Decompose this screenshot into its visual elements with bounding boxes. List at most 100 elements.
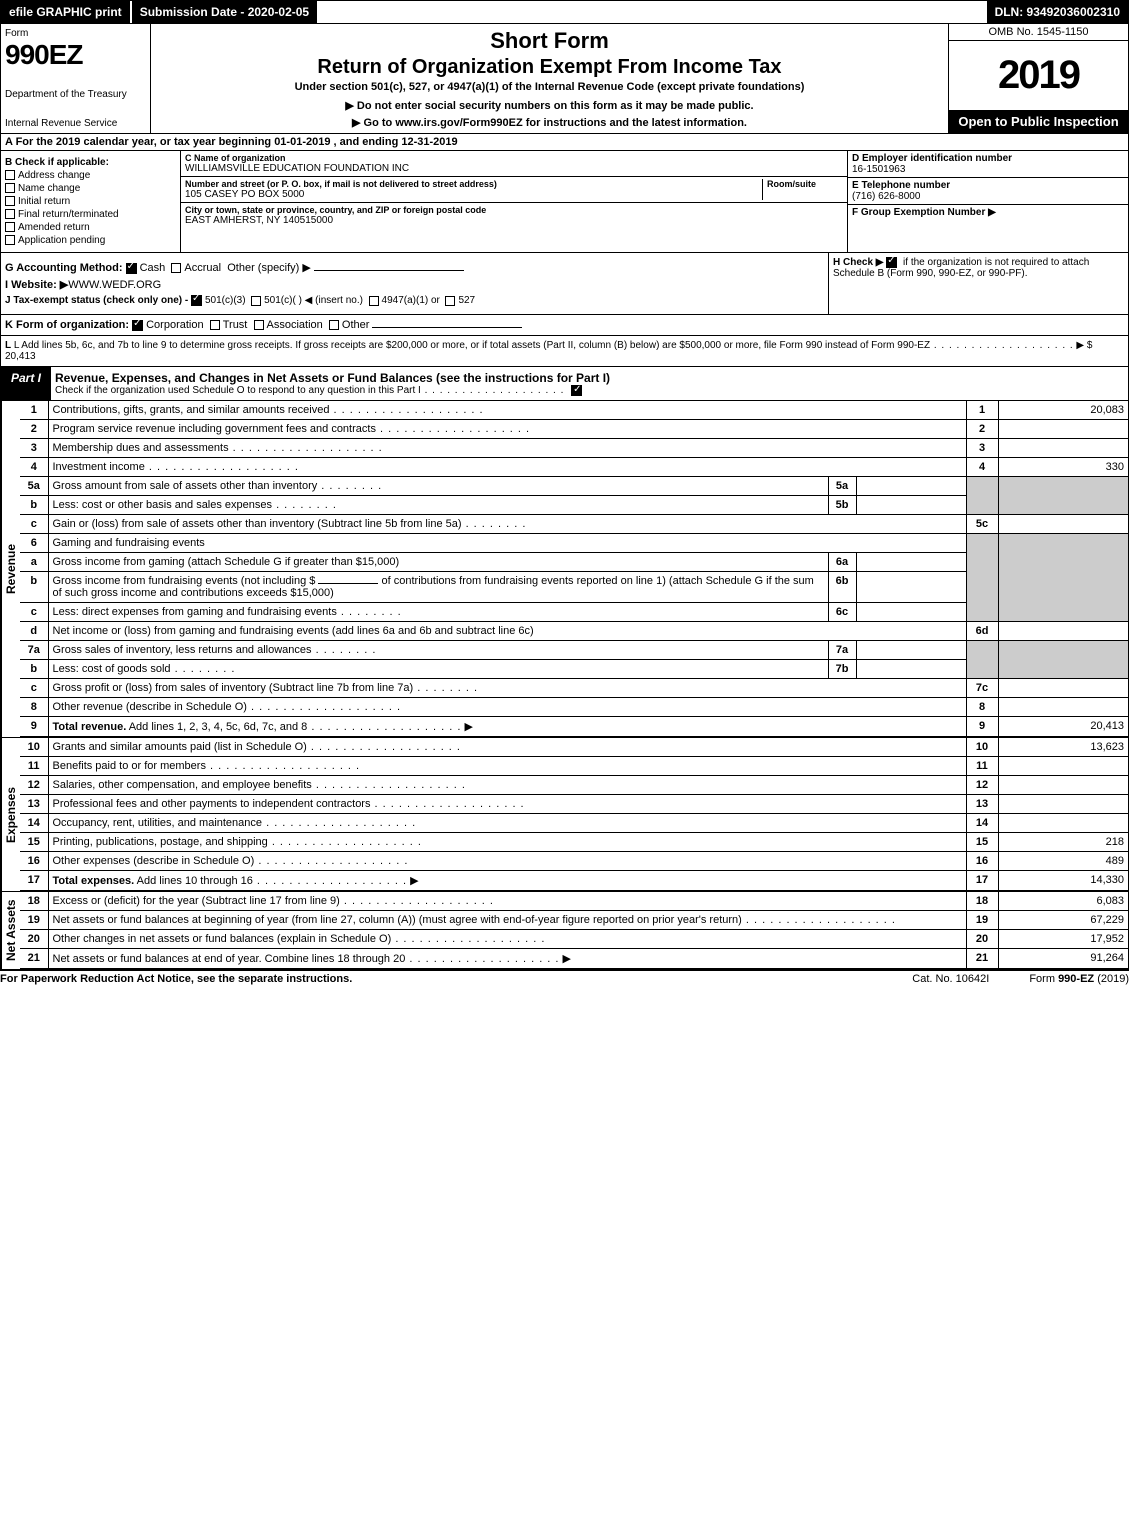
revenue-table: 1Contributions, gifts, grants, and simil… [20,401,1128,737]
dln-label: DLN: 93492036002310 [987,1,1128,23]
irs-link[interactable]: www.irs.gov/Form990EZ [395,117,522,129]
form-header: Form 990EZ Department of the Treasury In… [0,24,1129,134]
expenses-label: Expenses [1,738,20,891]
form-number: 990EZ [5,39,146,71]
org-name-row: C Name of organization WILLIAMSVILLE EDU… [181,151,847,177]
line-15: 15Printing, publications, postage, and s… [20,833,1128,852]
checkbox-4947-icon [369,296,379,306]
check-final-return[interactable]: Final return/terminated [5,209,176,220]
group-exemption-hdr: F Group Exemption Number ▶ [852,207,1124,218]
line-3: 3Membership dues and assessments3 [20,439,1128,458]
ein-hdr: D Employer identification number [852,153,1124,164]
checkbox-accrual-icon [171,263,181,273]
checkbox-corp-icon [132,320,143,331]
org-city-row: City or town, state or province, country… [181,203,847,228]
row-k-form-of-org: K Form of organization: Corporation Trus… [0,315,1129,336]
part1-sub: Check if the organization used Schedule … [55,385,1124,396]
form-footer: Form 990-EZ (2019) [1029,973,1129,985]
phone-value: (716) 626-8000 [852,191,1124,202]
line-2: 2Program service revenue including gover… [20,420,1128,439]
phone-row: E Telephone number (716) 626-8000 [848,178,1128,205]
schedule-o-checkbox-icon [571,385,582,396]
accounting-method: G Accounting Method: Cash Accrual Other … [5,261,824,274]
checkbox-other-icon [329,320,339,330]
line-5c: cGain or (loss) from sale of assets othe… [20,515,1128,534]
page-footer: For Paperwork Reduction Act Notice, see … [0,970,1129,985]
other-line [372,327,522,328]
line-16: 16Other expenses (describe in Schedule O… [20,852,1128,871]
expenses-section: Expenses 10Grants and similar amounts pa… [0,738,1129,892]
org-name-value: WILLIAMSVILLE EDUCATION FOUNDATION INC [185,163,843,174]
checkbox-assoc-icon [254,320,264,330]
revenue-section: Revenue 1Contributions, gifts, grants, a… [0,401,1129,738]
top-bar: efile GRAPHIC print Submission Date - 20… [0,0,1129,24]
checkbox-trust-icon [210,320,220,330]
line-21: 21Net assets or fund balances at end of … [20,949,1128,969]
checkbox-icon [5,222,15,232]
expenses-table: 10Grants and similar amounts paid (list … [20,738,1128,891]
do-not-enter-ssn: ▶ Do not enter social security numbers o… [155,99,944,112]
line-8: 8Other revenue (describe in Schedule O)8 [20,698,1128,717]
check-amended-return[interactable]: Amended return [5,222,176,233]
tax-exempt-status: J Tax-exempt status (check only one) - 5… [5,295,824,306]
paperwork-notice: For Paperwork Reduction Act Notice, see … [0,973,872,985]
revenue-label: Revenue [1,401,20,737]
netassets-body: 18Excess or (deficit) for the year (Subt… [20,892,1128,969]
group-exemption-row: F Group Exemption Number ▶ [848,205,1128,220]
cat-no: Cat. No. 10642I [872,973,1029,985]
checkbox-icon [5,183,15,193]
header-left: Form 990EZ Department of the Treasury In… [1,24,151,133]
header-center: Short Form Return of Organization Exempt… [151,24,948,133]
checkbox-icon [5,209,15,219]
checkbox-h-icon [886,257,897,268]
checkbox-icon [5,196,15,206]
submission-date: Submission Date - 2020-02-05 [130,1,317,23]
goto-instructions: ▶ Go to www.irs.gov/Form990EZ for instru… [155,116,944,129]
line-12: 12Salaries, other compensation, and empl… [20,776,1128,795]
short-form-title: Short Form [155,28,944,54]
col-b-header: B Check if applicable: [5,157,176,168]
return-title: Return of Organization Exempt From Incom… [155,56,944,79]
line-5a: 5aGross amount from sale of assets other… [20,477,1128,496]
line-10: 10Grants and similar amounts paid (list … [20,738,1128,757]
org-name-hdr: C Name of organization [185,153,843,163]
block-ghij: G Accounting Method: Cash Accrual Other … [0,253,1129,315]
check-application-pending[interactable]: Application pending [5,235,176,246]
check-name-change[interactable]: Name change [5,183,176,194]
line-19: 19Net assets or fund balances at beginni… [20,911,1128,930]
line-20: 20Other changes in net assets or fund ba… [20,930,1128,949]
line-6a: aGross income from gaming (attach Schedu… [20,553,1128,572]
line-7a: 7aGross sales of inventory, less returns… [20,641,1128,660]
line-7b: bLess: cost of goods sold7b [20,660,1128,679]
check-address-change[interactable]: Address change [5,170,176,181]
ein-row: D Employer identification number 16-1501… [848,151,1128,178]
expenses-body: 10Grants and similar amounts paid (list … [20,738,1128,891]
part1-tab: Part I [1,367,51,400]
efile-print-label[interactable]: efile GRAPHIC print [1,1,130,23]
check-initial-return[interactable]: Initial return [5,196,176,207]
phone-hdr: E Telephone number [852,180,1124,191]
website-link[interactable]: WWW.WEDF.ORG [68,279,161,291]
checkbox-501c3-icon [191,295,202,306]
line-6d: dNet income or (loss) from gaming and fu… [20,622,1128,641]
netassets-table: 18Excess or (deficit) for the year (Subt… [20,892,1128,969]
ghij-left: G Accounting Method: Cash Accrual Other … [1,253,828,314]
col-c-org: C Name of organization WILLIAMSVILLE EDU… [181,151,848,252]
col-cdef: C Name of organization WILLIAMSVILLE EDU… [181,151,1128,252]
city-value: EAST AMHERST, NY 140515000 [185,215,843,226]
line-9: 9Total revenue. Add lines 1, 2, 3, 4, 5c… [20,717,1128,737]
website-row: I Website: ▶WWW.WEDF.ORG [5,278,824,291]
checkbox-cash-icon [126,263,137,274]
line-4: 4Investment income4330 [20,458,1128,477]
checkbox-527-icon [445,296,455,306]
line-6b: bGross income from fundraising events (n… [20,572,1128,603]
open-public-inspection: Open to Public Inspection [949,110,1128,133]
line-13: 13Professional fees and other payments t… [20,795,1128,814]
part1-title: Revenue, Expenses, and Changes in Net As… [51,367,1128,400]
checkbox-icon [5,235,15,245]
revenue-body: 1Contributions, gifts, grants, and simil… [20,401,1128,737]
ein-value: 16-1501963 [852,164,1124,175]
line-5b: bLess: cost or other basis and sales exp… [20,496,1128,515]
block-bcdef: B Check if applicable: Address change Na… [0,151,1129,253]
checkbox-501c-icon [251,296,261,306]
